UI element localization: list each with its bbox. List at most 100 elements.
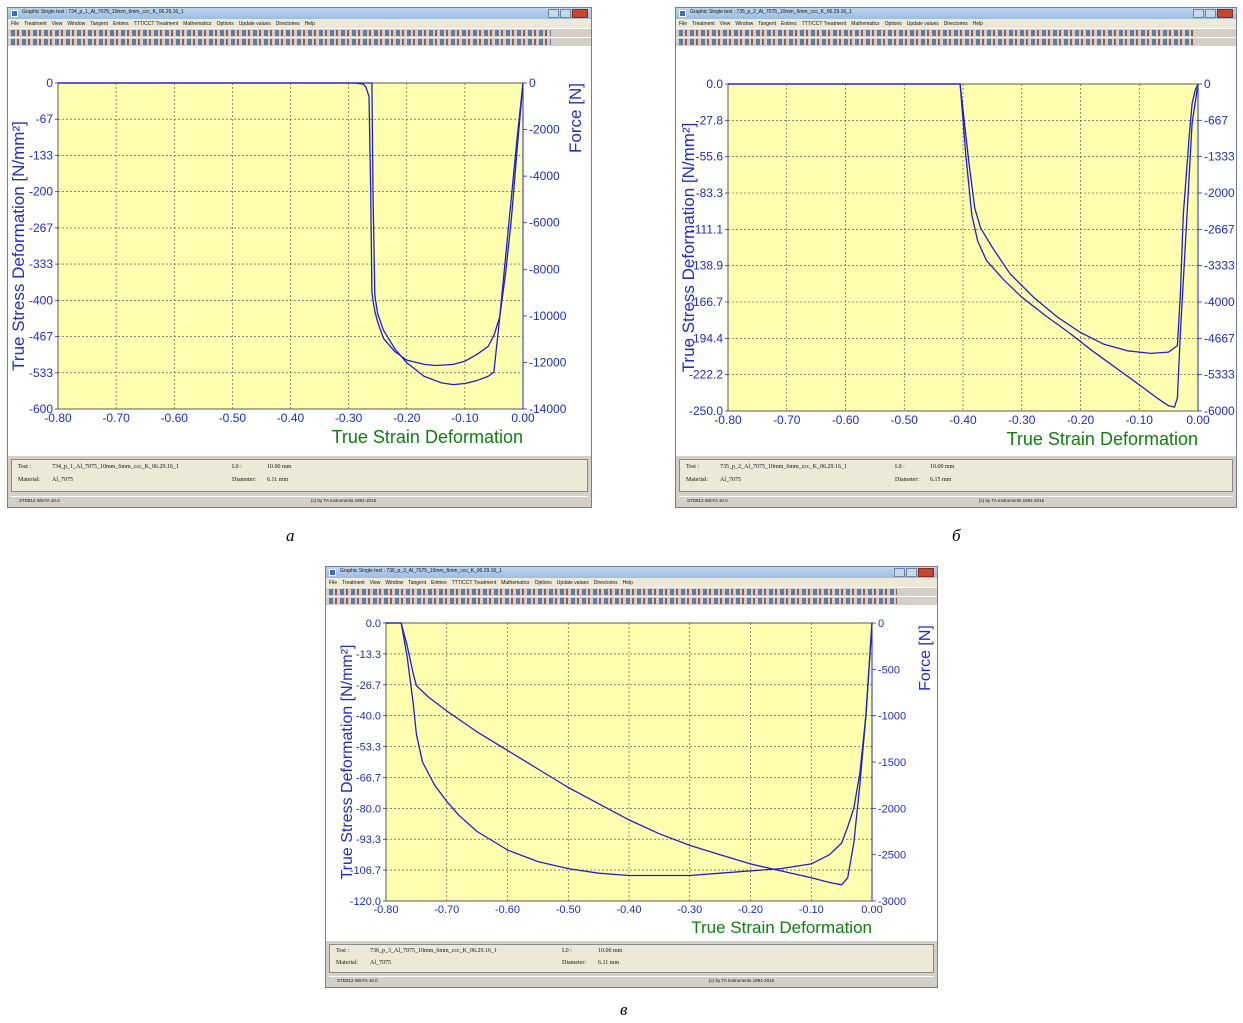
menu-item[interactable]: Entries [113,20,129,27]
y2-tick-label: -8000 [529,262,560,276]
window-titlebar: Graphic Single test : 736_p_3_Al_7075_10… [326,567,937,578]
y2-tick-label: -3333 [1204,259,1235,273]
y-tick-label: -53.3 [356,742,381,754]
maximize-button[interactable] [560,9,571,18]
toolbar-icons[interactable] [329,589,897,595]
x-tick-label: -0.40 [616,904,641,916]
toolbar-2 [326,596,937,605]
menu-item[interactable]: Options [216,20,234,27]
test-value: 736_p_3_Al_7075_10mm_6mm_ccc_K_06.29.16_… [370,948,497,954]
y-axis-label: True Stress Deformation [N/mm²] [339,644,356,879]
menu-item[interactable]: Tangent [408,579,427,586]
menu-item[interactable]: Options [534,579,552,586]
menu-item[interactable]: View [369,579,381,586]
menu-item[interactable]: Entries [781,20,797,27]
close-button[interactable] [1217,9,1233,18]
status-left: STD812 WinTA 10.0 [19,498,60,503]
menu-item[interactable]: Directories [593,579,618,586]
x-tick-label: 0.00 [1186,413,1210,427]
menu-item[interactable]: Window [735,20,754,27]
minimize-button[interactable] [548,9,559,18]
toolbar-2 [8,37,591,46]
x-axis-label: True Strain Deformation [1007,429,1198,449]
menu-item[interactable]: Treatment [342,579,365,586]
l0-label: L0 : [232,464,242,470]
menu-item[interactable]: TTT/CCT Treatment [801,20,847,27]
menu-item[interactable]: Window [67,20,86,27]
toolbar-icons[interactable] [329,598,897,604]
x-tick-label: -0.60 [495,904,520,916]
minimize-button[interactable] [1193,9,1204,18]
x-tick-label: -0.50 [556,904,581,916]
y-tick-label: -600 [29,402,53,416]
menu-item[interactable]: File [679,20,688,27]
toolbar-icons[interactable] [679,39,1196,45]
menu-item[interactable]: Treatment [692,20,715,27]
menu-item[interactable]: Mathematics [851,20,880,27]
menu-item[interactable]: Help [972,20,983,27]
menu-item[interactable]: File [329,579,338,586]
y-tick-label: -267 [29,221,53,235]
menu-item[interactable]: Window [385,579,404,586]
diameter-label: Diameter: [895,477,919,483]
minimize-button[interactable] [894,568,905,577]
window-title: Graphic Single test : 735_p_2_Al_7075_10… [690,9,852,15]
menu-item[interactable]: TTT/CCT Treatment [451,579,497,586]
menu-item[interactable]: Directories [275,20,300,27]
y-tick-label: -13.3 [356,649,381,661]
menu-item[interactable]: Treatment [24,20,47,27]
l0-label: L0 : [562,948,572,954]
toolbar-2 [676,37,1236,46]
menu-item[interactable]: View [719,20,731,27]
menu-item[interactable]: View [51,20,63,27]
menu-item[interactable]: Directories [943,20,968,27]
chart-window-b: Graphic Single test : 735_p_2_Al_7075_10… [675,7,1237,508]
maximize-button[interactable] [906,568,917,577]
chart-svg: -0.80 -0.70 -0.60 -0.50 -0.40 -0.30 -0.20 -0.10… [326,605,937,941]
toolbar-1 [676,28,1236,37]
y-tick-label: -67 [36,112,54,126]
series-line-2 [728,83,1199,408]
close-button[interactable] [918,568,934,577]
menu-item[interactable]: Help [304,20,315,27]
y2-tick-label: -12000 [529,355,567,369]
y2-tick-label: -2000 [529,123,560,137]
x-tick-label: -0.20 [1067,413,1095,427]
menu-item[interactable]: Mathematics [501,579,530,586]
chart-svg: -0.80 -0.70 -0.60 -0.50 -0.40 -0.30 -0.20 -0.10… [676,46,1236,456]
test-info-panel: Test : 736_p_3_Al_7075_10mm_6mm_ccc_K_06… [329,944,934,973]
y-tick-label: -93.3 [356,834,381,846]
x-tick-label: -0.80 [714,413,742,427]
menu-item[interactable]: Tangent [90,20,109,27]
toolbar-icons[interactable] [679,30,1196,36]
y-tick-label: -133 [29,148,53,162]
status-right: (c) by TA Instruments 1991-2015 [709,978,775,983]
menu-item[interactable]: Options [884,20,902,27]
toolbar-icons[interactable] [11,39,551,45]
menu-item[interactable]: File [11,20,20,27]
menu-item[interactable]: Tangent [758,20,777,27]
y2-tick-label: -500 [878,664,900,676]
x-tick-label: -0.60 [832,413,860,427]
y2-tick-label: 0 [878,618,884,630]
menu-item[interactable]: Update values [556,579,589,586]
x-tick-label: -0.70 [434,904,459,916]
menu-item[interactable]: Entries [431,579,447,586]
close-button[interactable] [572,9,588,18]
toolbar-1 [326,587,937,596]
menu-item[interactable]: TTT/CCT Treatment [133,20,179,27]
menu-item[interactable]: Help [622,579,633,586]
y2-tick-label: -4000 [1204,295,1235,309]
y-tick-label: -194.4 [689,331,723,345]
menu-item[interactable]: Update values [238,20,271,27]
toolbar-icons[interactable] [11,30,551,36]
maximize-button[interactable] [1205,9,1216,18]
menu-item[interactable]: Update values [906,20,939,27]
y-tick-label: -83.3 [696,186,724,200]
test-value: 735_p_2_Al_7075_10mm_6mm_ccc_K_06.29.16_… [720,464,847,470]
x-tick-label: -0.70 [773,413,801,427]
menu-bar: File Treatment View Window Tangent Entries TTT… [676,19,1236,28]
status-left: STD812 WinTA 10.0 [687,498,728,503]
menu-item[interactable]: Mathematics [183,20,212,27]
plot-area [385,622,873,902]
